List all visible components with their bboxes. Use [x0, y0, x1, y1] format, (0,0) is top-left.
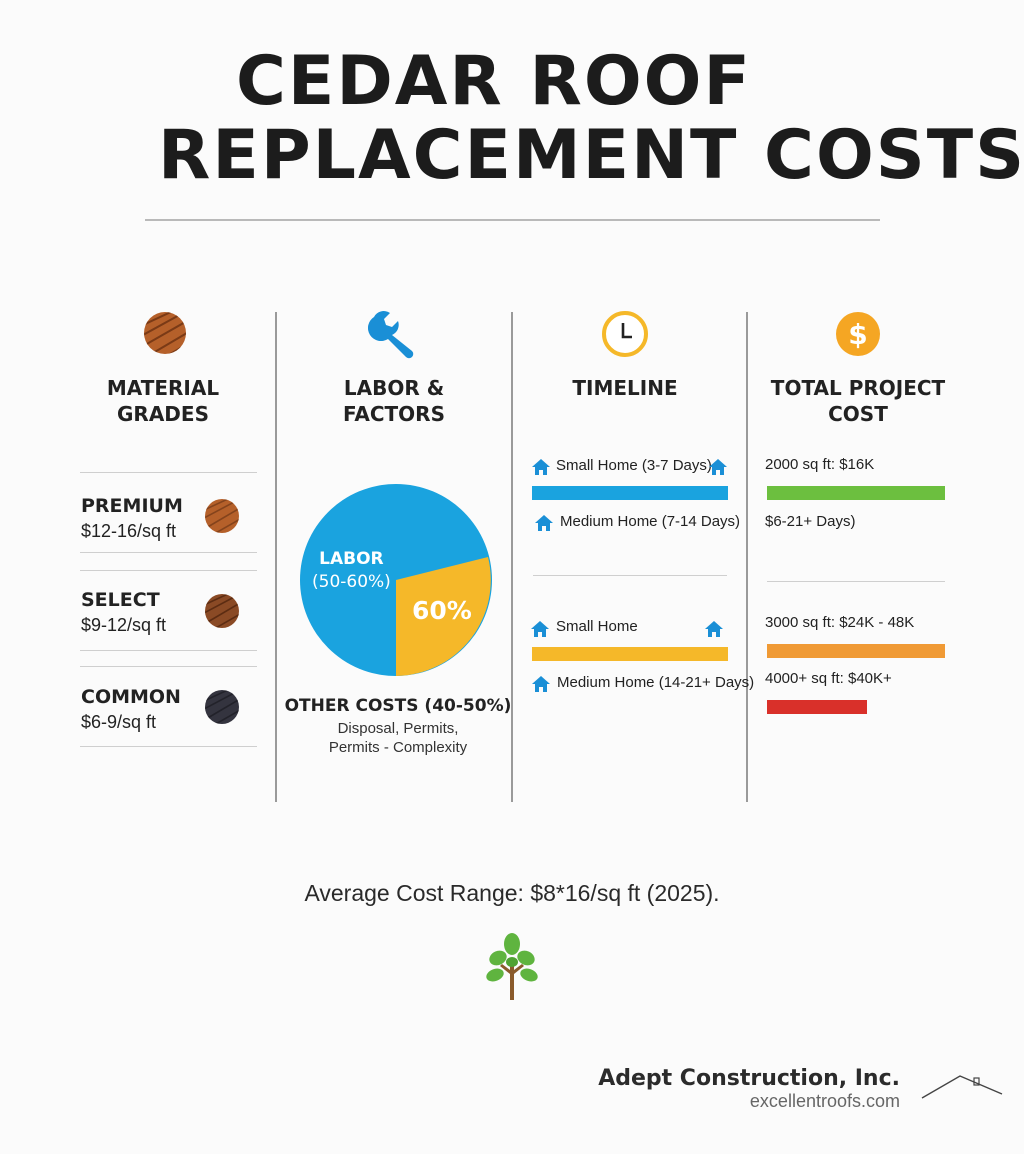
company-website: excellentroofs.com [749, 1091, 900, 1111]
select-wood-swatch-icon [204, 593, 240, 629]
wrench-icon [367, 309, 420, 364]
house-icon [531, 458, 551, 476]
timeline-heading: TIMELINE [572, 376, 678, 400]
grade-price: $6-9/sq ft [81, 712, 157, 732]
clock-icon [601, 310, 649, 363]
title-line-1: CEDAR ROOF [236, 42, 752, 121]
timeline-small-home-label: Small Home (3-7 Days) [556, 457, 712, 474]
divider [80, 472, 257, 473]
cost-bar-green [767, 486, 945, 500]
grade-name: COMMON [81, 686, 181, 708]
grade-price: $12-16/sq ft [81, 521, 177, 541]
labor-heading: LABOR & FACTORS [343, 376, 445, 426]
pie-slice-other [396, 557, 491, 676]
grade-common: COMMON $6-9/sq ft [81, 686, 181, 733]
title-line-2: REPLACEMENT COSTS [158, 116, 1024, 195]
total-cost-heading: TOTAL PROJECT COST [770, 376, 946, 426]
pie-percent-label: 60% [412, 596, 472, 625]
other-costs-line-1: Disposal, Permits, [337, 720, 459, 737]
divider [533, 575, 727, 576]
house-icon [531, 675, 551, 693]
cost-bar-red [767, 700, 867, 714]
house-icon [530, 620, 550, 638]
cost-4000-label: 4000+ sq ft: $40K+ [765, 670, 892, 687]
cost-3000-label: 3000 sq ft: $24K - 48K [765, 614, 915, 631]
roof-logo-icon [920, 1072, 1004, 1105]
timeline-bar-yellow [532, 647, 728, 661]
materials-heading: MATERIAL GRADES [106, 376, 220, 426]
svg-text:$: $ [848, 318, 867, 351]
cost-2000-label: 2000 sq ft: $16K [765, 456, 875, 473]
house-icon [534, 514, 554, 532]
pie-labor-label: LABOR (50-60%) [312, 549, 391, 592]
grade-name: SELECT [81, 589, 160, 611]
cost-bar-orange [767, 644, 945, 658]
labor-pie-chart [298, 482, 494, 683]
divider [767, 581, 945, 582]
divider [80, 570, 257, 571]
common-wood-swatch-icon [204, 689, 240, 725]
divider [80, 650, 257, 651]
timeline-medium-home-label: Medium Home (14-21+ Days) [557, 674, 755, 691]
grade-premium: PREMIUM $12-16/sq ft [81, 495, 183, 542]
grade-price: $9-12/sq ft [81, 615, 167, 635]
premium-wood-swatch-icon [204, 498, 240, 534]
cost-2000-sub-label: $6-21+ Days) [765, 513, 856, 530]
timeline-small-home-label: Small Home [556, 618, 638, 635]
other-costs-line-2: Permits - Complexity [328, 739, 468, 756]
wood-grain-icon [143, 311, 187, 360]
column-divider [746, 312, 748, 802]
average-cost-range: Average Cost Range: $8*16/sq ft (2025). [304, 880, 720, 906]
divider [80, 552, 257, 553]
grade-select: SELECT $9-12/sq ft [81, 589, 166, 636]
house-icon [708, 458, 728, 476]
company-name: Adept Construction, Inc. [598, 1066, 900, 1091]
tree-icon [484, 930, 540, 1007]
other-costs: OTHER COSTS (40-50%) Disposal, Permits, … [280, 696, 516, 756]
title-divider [145, 219, 880, 221]
other-costs-title: OTHER COSTS (40-50%) [284, 696, 512, 716]
dollar-coin-icon: $ [835, 311, 881, 362]
divider [80, 746, 257, 747]
timeline-medium-home-label: Medium Home (7-14 Days) [560, 513, 741, 530]
column-divider [511, 312, 513, 802]
grade-name: PREMIUM [81, 495, 183, 517]
divider [80, 666, 257, 667]
timeline-bar-blue [532, 486, 728, 500]
house-icon [704, 620, 724, 638]
column-divider [275, 312, 277, 802]
